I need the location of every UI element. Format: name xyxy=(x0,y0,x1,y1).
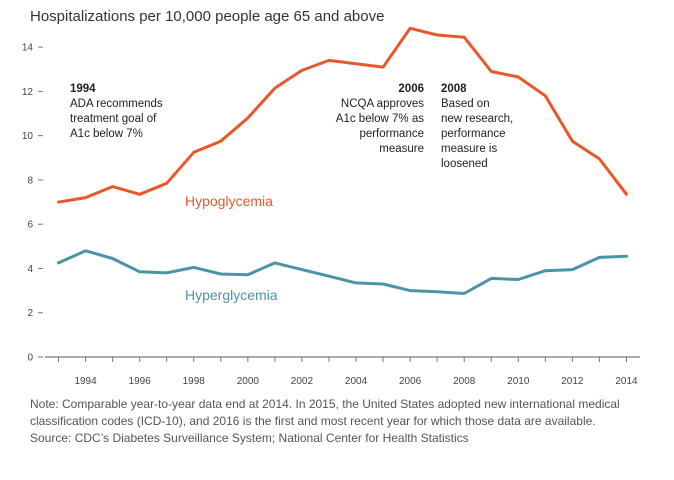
x-tick-label: 2014 xyxy=(615,376,638,387)
y-tick-label: 8 xyxy=(27,175,33,186)
annotation-year: 1994 xyxy=(70,83,96,95)
annotation-text-line: new research, xyxy=(441,113,513,125)
footer-source: Source: CDC’s Diabetes Surveillance Syst… xyxy=(30,431,469,445)
y-tick-label: 14 xyxy=(22,43,34,54)
annotation-text-line: A1c below 7% xyxy=(70,128,143,140)
annotation-text-line: measure is xyxy=(441,143,497,155)
y-tick-label: 6 xyxy=(27,220,33,231)
annotation-text-line: performance xyxy=(359,128,424,140)
annotation-text-line: measure xyxy=(379,143,424,155)
annotation-text-line: treatment goal of xyxy=(70,113,157,125)
chart-footer: Note: Comparable year-to-year data end a… xyxy=(30,396,650,447)
series-line-hypoglycemia xyxy=(57,26,628,204)
y-tick-label: 2 xyxy=(27,308,33,319)
annotation-text-line: NCQA approves xyxy=(341,98,424,110)
annotation-text-line: Based on xyxy=(441,98,490,110)
annotation-year: 2006 xyxy=(398,83,424,95)
x-tick-label: 2008 xyxy=(453,376,476,387)
x-tick-label: 2010 xyxy=(507,376,530,387)
annotation-2006: 2006 NCQA approves A1c below 7% as performa… xyxy=(336,83,424,155)
annotation-text-line: ADA recommends xyxy=(70,98,163,110)
x-tick-label: 2012 xyxy=(561,376,584,387)
annotation-text-line: performance xyxy=(441,128,506,140)
footer-note: Note: Comparable year-to-year data end a… xyxy=(30,397,620,428)
y-tick-label: 4 xyxy=(27,264,33,275)
annotation-year: 2008 xyxy=(441,83,467,95)
x-tick-label: 2006 xyxy=(399,376,422,387)
x-tick-label: 1998 xyxy=(183,376,206,387)
y-tick-label: 12 xyxy=(22,87,34,98)
annotation-1994: 1994 ADA recommends treatment goal of A1c b… xyxy=(70,83,163,140)
series-label-hypoglycemia: Hypoglycemia xyxy=(185,193,273,209)
y-tick-label: 10 xyxy=(22,131,34,142)
y-tick-label: 0 xyxy=(27,353,33,364)
chart-title: Hospitalizations per 10,000 people age 6… xyxy=(30,8,385,25)
x-tick-label: 2002 xyxy=(291,376,314,387)
annotation-text-line: loosened xyxy=(441,158,488,170)
x-tick-label: 2000 xyxy=(237,376,260,387)
series-label-hyperglycemia: Hyperglycemia xyxy=(185,287,278,303)
x-tick-label: 2004 xyxy=(345,376,368,387)
x-tick-label: 1994 xyxy=(74,376,97,387)
series-line-hyperglycemia xyxy=(57,249,628,295)
annotation-text-line: A1c below 7% as xyxy=(336,113,424,125)
x-tick-label: 1996 xyxy=(129,376,152,387)
annotation-2008: 2008 Based on new research, performance meas… xyxy=(441,83,513,170)
